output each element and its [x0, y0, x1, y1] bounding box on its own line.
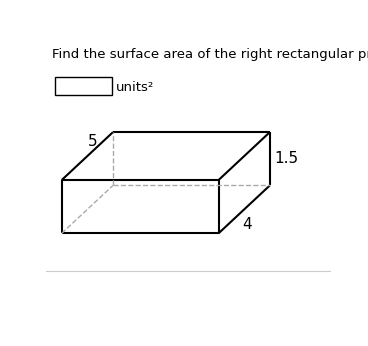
FancyBboxPatch shape: [54, 78, 112, 95]
Text: 4: 4: [242, 217, 252, 233]
Text: 1.5: 1.5: [274, 151, 298, 166]
Text: Find the surface area of the right rectangular prism shown below.: Find the surface area of the right recta…: [52, 48, 368, 61]
Text: units²: units²: [116, 81, 154, 93]
Text: 5: 5: [88, 134, 98, 149]
